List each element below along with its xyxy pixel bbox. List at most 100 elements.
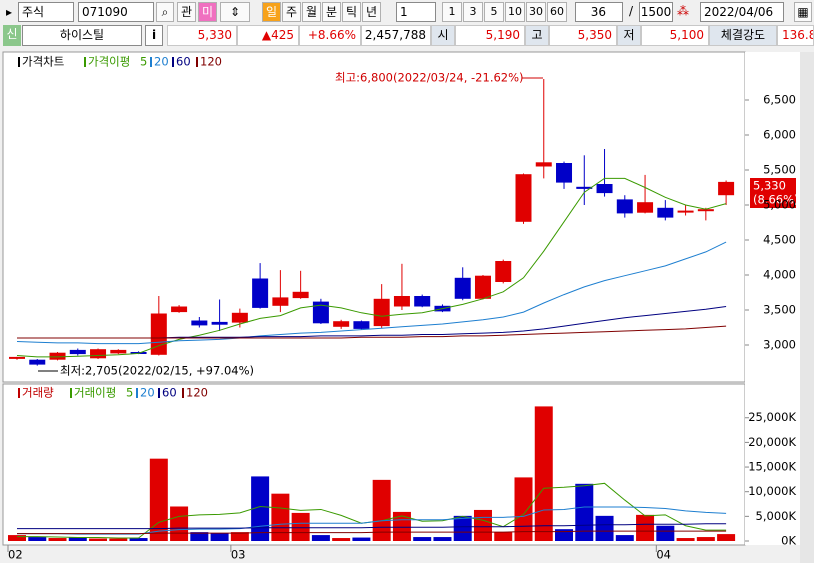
candle-body [556, 163, 573, 183]
candle-body [657, 207, 674, 218]
candle-body [171, 306, 188, 313]
mi-button[interactable]: 미 [198, 2, 217, 22]
candle-body [414, 296, 431, 307]
last-price: 5,330 [753, 179, 786, 193]
ma-line [17, 325, 727, 339]
menu-icon[interactable]: ▦ [794, 2, 812, 22]
step-button[interactable]: 1 [442, 2, 462, 22]
axis-panel [745, 52, 800, 545]
legend-marker [150, 57, 152, 67]
y-tick-label: 6,000 [763, 128, 796, 142]
spinner[interactable]: ⇕ [220, 2, 250, 22]
high-annotation: 최고:6,800(2022/03/24, -21.62%) [335, 71, 524, 85]
candle-body [596, 184, 613, 194]
x-tick-label: 04 [656, 548, 671, 562]
candle-body [292, 291, 309, 299]
step-button[interactable]: 60 [547, 2, 567, 22]
period-button[interactable]: 일 [262, 2, 281, 22]
count-input[interactable]: 36 [575, 2, 623, 22]
period-button[interactable]: 월 [302, 2, 321, 22]
period-button[interactable]: 분 [322, 2, 341, 22]
scrollbar[interactable] [800, 52, 814, 563]
unit-select[interactable]: 1 [396, 2, 436, 22]
legend-marker [182, 388, 184, 398]
legend-marker [158, 388, 160, 398]
candle-body [49, 352, 66, 360]
step-button[interactable]: 10 [505, 2, 525, 22]
step-button[interactable]: 5 [484, 2, 504, 22]
candle-body [718, 181, 735, 196]
volume-bar [68, 537, 87, 541]
candle-body [110, 349, 127, 354]
volume-bar [170, 506, 189, 541]
date-input[interactable]: 2022/04/06 [700, 2, 784, 22]
volume-bar [413, 537, 432, 541]
candle-body [353, 321, 370, 329]
candle-body [637, 202, 654, 213]
y-tick-label: 0K [781, 534, 796, 548]
volume-bar [392, 511, 411, 541]
ma-line [16, 241, 727, 345]
y-tick-label: 20,000K [748, 435, 796, 449]
legend-label: 20 [154, 55, 169, 69]
stock-name: 하이스틸 [22, 25, 142, 46]
volume-bar [494, 532, 513, 541]
rate: +8.66% [299, 25, 361, 46]
refresh-icon[interactable]: ⁂ [677, 4, 689, 18]
x-tick-label: 02 [8, 548, 23, 562]
legend-label: 60 [176, 55, 191, 69]
volume: 2,457,788 [361, 25, 431, 46]
candle-body [515, 174, 532, 222]
candle-body [616, 199, 633, 214]
candle-body [454, 277, 471, 299]
volume-bar [149, 458, 168, 541]
legend-label: 거래량 [22, 386, 54, 400]
legend-marker [18, 388, 20, 398]
volume-bar [271, 493, 290, 541]
gwan-button[interactable]: 관 [177, 2, 196, 22]
candle-body [495, 261, 512, 282]
strength: 136.8 [777, 25, 814, 46]
high-label: 고 [525, 25, 549, 46]
y-tick-label: 10,000K [748, 484, 796, 498]
period-button[interactable]: 년 [362, 2, 381, 22]
volume-bar [696, 537, 715, 541]
volume-bar [453, 515, 472, 541]
period-button[interactable]: 틱 [342, 2, 361, 22]
volume-bar [230, 532, 249, 541]
legend-label: 5 [140, 55, 147, 69]
candle-body [535, 162, 552, 167]
volume-bar [89, 538, 108, 541]
candle-body [393, 296, 410, 307]
step-button[interactable]: 3 [463, 2, 483, 22]
candle-body [474, 275, 491, 299]
total-input[interactable]: 1500 [639, 2, 673, 22]
open: 5,190 [455, 25, 525, 46]
low-label: 저 [617, 25, 641, 46]
low-annotation: 최저:2,705(2022/02/15, +97.04%) [60, 364, 254, 378]
period-button[interactable]: 주 [282, 2, 301, 22]
market-select[interactable]: 주식 [18, 2, 74, 22]
step-button[interactable]: 30 [526, 2, 546, 22]
candle-body [29, 359, 46, 365]
y-tick-label: 5,000K [756, 509, 797, 523]
volume-bar [352, 537, 371, 541]
candle-body [373, 298, 390, 327]
volume-bar [473, 509, 492, 541]
info-button[interactable]: i [145, 25, 163, 46]
last-price-tag [750, 178, 796, 208]
nav-icon[interactable]: ▸ [5, 5, 13, 19]
volume-bar [210, 533, 229, 541]
last-rate: (8.66%) [753, 193, 799, 207]
volume-bar [48, 538, 67, 541]
legend-marker [70, 388, 72, 398]
legend-marker [196, 57, 198, 67]
search-button[interactable]: ⌕ [156, 2, 174, 22]
y-tick-label: 5,500 [763, 163, 796, 177]
code-input[interactable]: 071090 [78, 2, 154, 22]
legend-label: 가격차트 [22, 55, 64, 69]
volume-bar [656, 525, 675, 541]
ma-line [17, 530, 727, 535]
ma-line [16, 177, 727, 358]
